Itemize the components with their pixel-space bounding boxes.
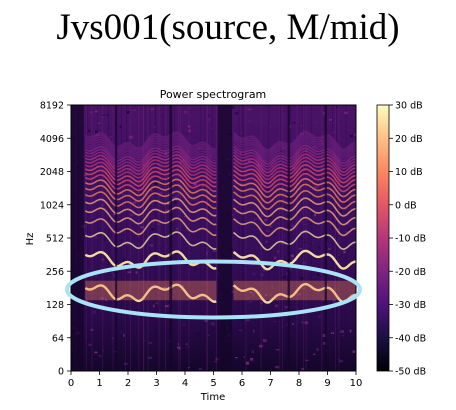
- colorbar: 30 dB 20 dB 10 dB 0 dB -10 dB -20 dB -30 dB -40…: [376, 101, 426, 378]
- y-axis-label: Hz: [25, 233, 36, 246]
- y-axis: 0 64 128 256 512 1024 2048 4096 8192: [40, 101, 71, 378]
- y-tick-label: 4096: [40, 134, 64, 145]
- silence-gaps: [71, 105, 327, 371]
- chart-title: Power spectrogram: [160, 88, 267, 101]
- x-tick-label: 8: [296, 378, 302, 389]
- y-tick-label: 0: [58, 367, 64, 378]
- colorbar-tick-label: -10 dB: [395, 234, 426, 245]
- colorbar-tick-label: 20 dB: [395, 134, 423, 145]
- y-tick-label: 2048: [40, 167, 64, 178]
- x-tick-label: 0: [68, 378, 74, 389]
- colorbar-tick-label: -30 dB: [395, 300, 426, 311]
- x-tick-label: 2: [125, 378, 131, 389]
- y-tick-label: 1024: [40, 200, 64, 211]
- y-tick-label: 8192: [40, 101, 64, 112]
- x-axis: 0 1 2 3 4 5 6 7 8 9 10: [68, 371, 363, 389]
- x-tick-label: 5: [210, 378, 216, 389]
- colorbar-gradient: [376, 104, 390, 372]
- annotation-ellipse: [65, 259, 362, 320]
- colorbar-tick-label: -40 dB: [395, 333, 426, 344]
- page-title: Jvs001(source, M/mid): [56, 7, 400, 48]
- x-tick-label: 7: [267, 378, 273, 389]
- colorbar-tick-label: 0 dB: [395, 200, 417, 211]
- y-tick-label: 128: [46, 300, 64, 311]
- x-tick-label: 9: [324, 378, 330, 389]
- y-tick-label: 512: [46, 234, 64, 245]
- spectrogram-plot-area: [71, 105, 356, 371]
- colorbar-tick-label: 10 dB: [395, 167, 423, 178]
- x-tick-label: 3: [153, 378, 159, 389]
- colorbar-tick-label: -50 dB: [395, 367, 426, 378]
- y-tick-label: 64: [52, 333, 64, 344]
- colorbar-tick-label: 30 dB: [395, 101, 423, 112]
- x-tick-label: 6: [239, 378, 245, 389]
- x-tick-label: 4: [182, 378, 188, 389]
- colorbar-tick-label: -20 dB: [395, 267, 426, 278]
- x-tick-label: 1: [96, 378, 102, 389]
- x-tick-label: 10: [350, 378, 363, 389]
- y-tick-label: 256: [46, 267, 64, 278]
- x-axis-label: Time: [200, 392, 225, 403]
